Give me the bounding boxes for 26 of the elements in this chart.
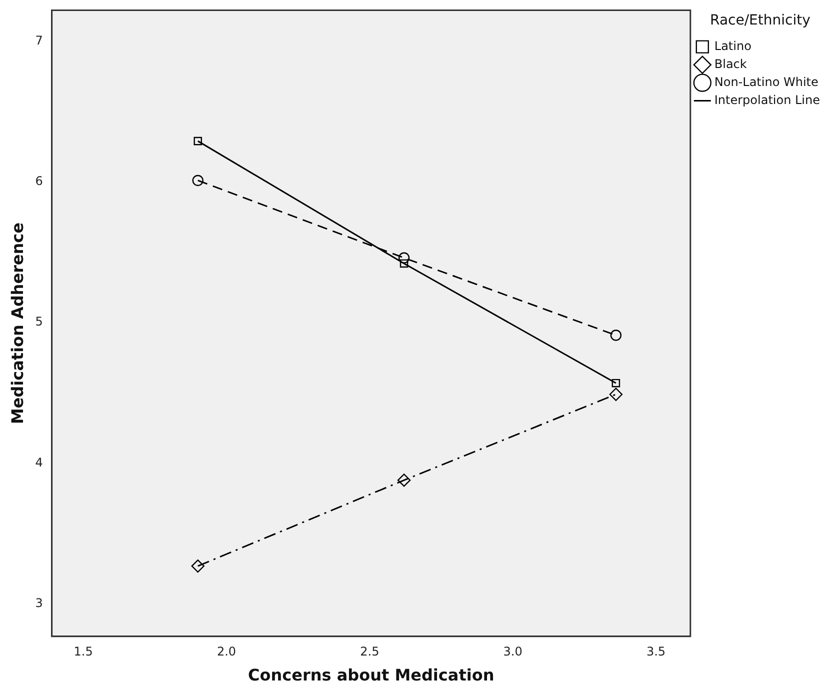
x-tick-label: 2.0: [216, 644, 236, 659]
text: Interpolation Line: [714, 92, 820, 107]
point: [610, 330, 622, 341]
legend-label: Non-Latino White: [714, 74, 818, 89]
point: [612, 378, 620, 388]
legend-label: Black: [714, 56, 747, 71]
point: [192, 174, 204, 186]
x-tick-label: 2.5: [360, 644, 380, 659]
point: [400, 259, 408, 268]
y-axis-title: Medication Adherence: [8, 222, 27, 424]
y-tick-label: 5: [35, 314, 43, 329]
point: [609, 388, 623, 401]
x-tick-label: 3.0: [503, 644, 522, 659]
legend-title: Race/Ethnicity: [710, 12, 810, 29]
y-tick-label: 7: [35, 33, 43, 48]
point: [194, 136, 202, 146]
legend-label: Latino: [714, 38, 752, 53]
y-tick-label: 6: [35, 174, 43, 188]
point: [398, 252, 410, 264]
x-tick-label: 3.5: [646, 644, 666, 659]
point: [397, 474, 411, 487]
point: [191, 559, 204, 573]
y-tick-label: 3: [35, 596, 43, 610]
x-axis-title: Concerns about Medication: [248, 666, 494, 685]
x-tick-label: 1.5: [74, 644, 93, 659]
y-tick-label: 4: [35, 455, 43, 470]
